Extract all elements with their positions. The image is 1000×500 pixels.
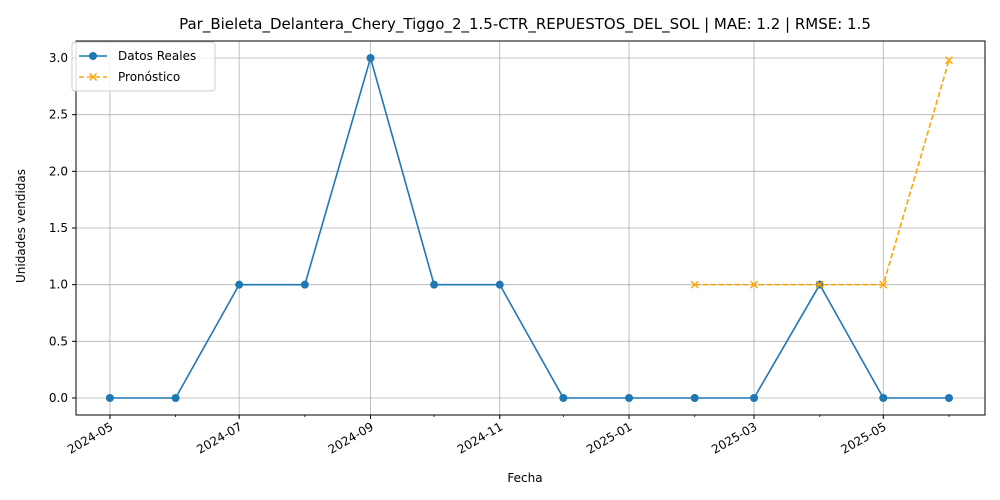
- data-point: [430, 280, 439, 289]
- y-tick-label: 0.0: [49, 391, 68, 405]
- data-point: [171, 394, 180, 402]
- data-point: [690, 394, 699, 402]
- x-tick-label: 2024-11: [455, 419, 505, 456]
- x-tick-label: 2024-05: [65, 419, 115, 456]
- series-line-1: [694, 60, 950, 286]
- y-tick-label: 3.0: [49, 51, 68, 65]
- grid-layer: [76, 41, 985, 415]
- y-axis-label: Unidades vendidas: [14, 169, 28, 283]
- data-point: [559, 394, 568, 402]
- x-tick-label: 2025-03: [709, 419, 759, 456]
- y-tick-label: 1.0: [49, 278, 68, 292]
- data-point: [366, 54, 375, 62]
- ticks-layer: 2024-05 2024-07 2024-09 2024-11 2025-01 2025-…: [49, 51, 950, 457]
- series-line-0: [109, 55, 949, 399]
- data-point: [815, 280, 824, 289]
- y-tick-label: 0.5: [49, 334, 68, 348]
- data-point: [690, 280, 699, 289]
- data-point: [879, 280, 888, 289]
- data-point: [750, 394, 759, 402]
- x-tick-label: 2024-07: [194, 419, 244, 456]
- y-tick-label: 2.0: [49, 164, 68, 178]
- x-tick-label: 2025-01: [584, 419, 634, 456]
- data-point: [105, 394, 114, 402]
- data-point: [300, 280, 309, 289]
- data-point: [235, 280, 244, 289]
- x-tick-label: 2024-09: [326, 419, 376, 456]
- legend-label-datos-reales: Datos Reales: [118, 49, 196, 63]
- data-point: [750, 280, 759, 289]
- data-point: [495, 280, 504, 289]
- y-tick-label: 2.5: [49, 108, 68, 122]
- data-point: [944, 394, 953, 402]
- legend-label-pronostico: Pronóstico: [118, 70, 180, 84]
- legend-box: [71, 41, 216, 92]
- data-point: [625, 394, 634, 402]
- y-tick-label: 1.5: [49, 221, 68, 235]
- data-point: [944, 56, 953, 65]
- legend: Datos Reales Pronóstico: [71, 41, 216, 92]
- data-point: [879, 394, 888, 402]
- x-axis-label: Fecha: [507, 471, 542, 485]
- chart-title: Par_Bieleta_Delantera_Chery_Tiggo_2_1.5-…: [179, 15, 871, 34]
- legend-marker-datos-reales: [89, 52, 97, 60]
- series-layer: [105, 54, 953, 402]
- x-tick-label: 2025-05: [838, 419, 888, 456]
- legend-marker-pronostico: [89, 73, 97, 81]
